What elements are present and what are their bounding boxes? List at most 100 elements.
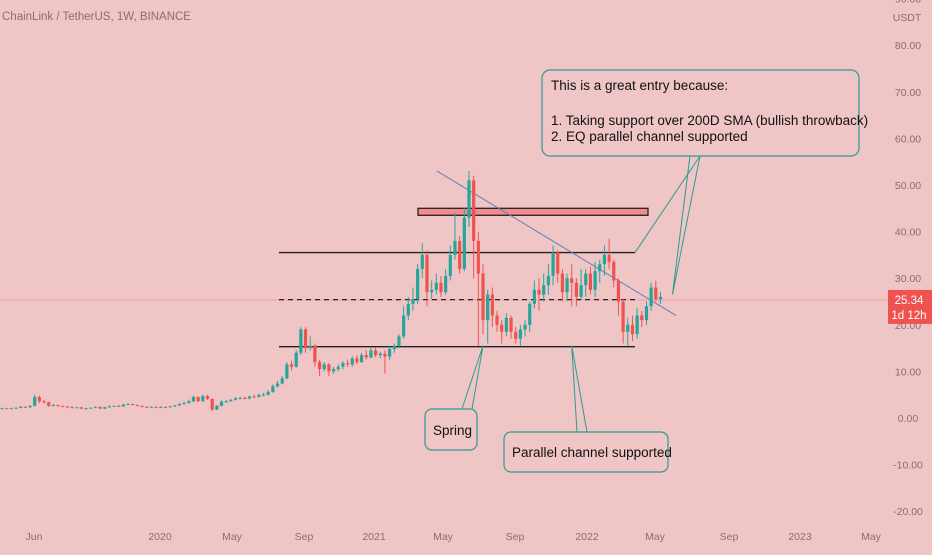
candle-body [542, 285, 546, 295]
candle-body [0, 408, 4, 410]
candle [402, 306, 406, 339]
price-badge-box [888, 289, 932, 324]
candle-body [168, 406, 172, 408]
candle [210, 398, 214, 412]
candle [574, 278, 579, 307]
candle-body [402, 315, 406, 337]
candle [149, 406, 154, 408]
candle-body [285, 364, 289, 379]
y-tick-label: 70.00 [895, 87, 921, 99]
candle-body [640, 315, 644, 321]
y-tick-label: -10.00 [893, 460, 923, 472]
candle [481, 264, 485, 335]
candle [257, 393, 261, 398]
candle [51, 404, 55, 407]
candle [331, 366, 336, 374]
candle-body [458, 240, 462, 269]
candle [416, 264, 420, 304]
candle-body [261, 394, 266, 396]
candle-body [523, 324, 527, 330]
candle-body [140, 405, 144, 407]
candle [103, 406, 107, 410]
candle-body [135, 404, 140, 406]
candle-body [602, 254, 607, 265]
candle [28, 404, 32, 408]
y-tick-label: 40.00 [895, 227, 921, 239]
y-tick-label: -20.00 [893, 506, 923, 518]
candle-body [313, 345, 317, 363]
descending-trendline[interactable] [436, 170, 677, 316]
candle [500, 320, 504, 344]
candle-body [299, 329, 303, 353]
candle-body [630, 324, 635, 335]
candle-body [56, 404, 60, 406]
candle-body [570, 278, 574, 283]
candle [570, 264, 574, 307]
candle-body [196, 397, 200, 402]
spring-callout[interactable]: Spring [424, 408, 478, 451]
candle-body [495, 315, 499, 325]
candle [89, 407, 93, 409]
candle [65, 405, 69, 408]
candle-body [374, 350, 378, 356]
candle-body [89, 407, 93, 409]
channel-callout[interactable]: Parallel channel supported [503, 431, 672, 473]
candle-body [131, 404, 135, 406]
candle-body [215, 405, 219, 410]
candle [177, 403, 182, 406]
spring-callout-box [424, 408, 478, 451]
channel-callout-label: Parallel channel supported [512, 445, 672, 460]
candle [621, 299, 625, 344]
candle [275, 380, 280, 388]
price-badge-countdown: 1d 12h [891, 310, 926, 322]
candle-body [336, 366, 340, 370]
candle-body [317, 362, 322, 370]
x-tick-label: 2023 [788, 531, 812, 543]
price-badge-value: 25.34 [895, 295, 924, 307]
candle [98, 406, 102, 410]
candle [658, 292, 663, 304]
price-badge: 25.34 1d 12h [888, 289, 932, 324]
candle-body [430, 289, 434, 293]
candle-body [42, 401, 46, 403]
candle [322, 362, 326, 372]
candle-body [98, 406, 102, 409]
x-tick-label: Sep [506, 531, 525, 543]
candle [233, 397, 238, 401]
candle [42, 399, 46, 404]
candle [201, 394, 205, 402]
candle-body [476, 240, 480, 274]
candle-body [233, 398, 238, 400]
candle [317, 359, 322, 377]
entry-callout[interactable]: This is a great entry because: 1. Taking… [541, 69, 868, 157]
candle [252, 394, 256, 398]
candle [626, 317, 630, 346]
candle-body [75, 407, 79, 409]
candle-body [453, 240, 457, 255]
candle [79, 406, 83, 410]
channel-callout-box [503, 431, 669, 473]
candle-body [331, 369, 336, 372]
candle-body [103, 407, 107, 409]
candle-body [439, 282, 443, 293]
y-tick-label: 90.00 [895, 0, 921, 6]
candle [266, 390, 270, 396]
candle-body [472, 180, 476, 241]
candle-body [341, 363, 345, 367]
candle-body [448, 254, 452, 276]
candle [247, 395, 252, 400]
candle-body [5, 408, 9, 410]
candle [261, 392, 266, 397]
candle-body [117, 405, 121, 407]
y-axis-unit: USDT [893, 12, 922, 24]
resistance-zone[interactable] [417, 207, 649, 216]
candle [121, 404, 126, 407]
candle-body [219, 401, 224, 406]
candle [392, 343, 396, 353]
candle-body [359, 355, 364, 363]
candle-body [588, 273, 593, 290]
candle [588, 266, 593, 295]
candle [131, 403, 135, 406]
